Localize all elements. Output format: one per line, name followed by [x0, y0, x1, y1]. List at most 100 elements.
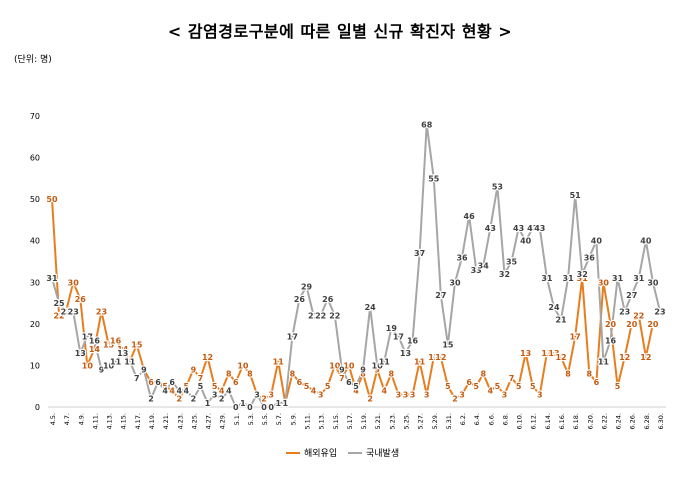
data-label: 4 [184, 386, 190, 395]
y-tick-label: 10 [30, 361, 40, 370]
data-label: 12 [555, 353, 566, 362]
data-label: 17 [287, 332, 298, 341]
data-label: 4 [219, 386, 225, 395]
data-label: 8 [587, 370, 593, 379]
data-label: 15 [131, 341, 143, 350]
x-tick-label: 5.13. [318, 413, 326, 430]
data-label: 4 [176, 386, 182, 395]
x-tick-label: 5.1. [233, 413, 241, 425]
data-label: 0 [268, 403, 274, 412]
data-label: 55 [428, 174, 440, 183]
data-label: 6 [169, 378, 175, 387]
x-tick-label: 6.16. [558, 413, 566, 430]
x-tick-label: 4.29. [219, 413, 227, 430]
data-label: 3 [396, 391, 402, 400]
x-tick-label: 5.21. [374, 413, 382, 430]
data-label: 40 [640, 237, 652, 246]
data-label: 10 [82, 361, 94, 370]
data-label: 40 [520, 237, 532, 246]
data-label: 8 [360, 370, 366, 379]
data-label: 17 [82, 332, 93, 341]
data-label: 3 [424, 391, 430, 400]
x-tick-label: 4.13. [106, 413, 114, 430]
data-label: 11 [110, 357, 122, 366]
data-label: 24 [365, 303, 377, 312]
data-label: 53 [492, 183, 503, 192]
data-label: 12 [435, 353, 446, 362]
x-tick-label: 6.18. [572, 413, 580, 430]
data-label: 12 [640, 353, 651, 362]
data-label: 16 [605, 336, 617, 345]
data-label: 1 [205, 399, 211, 408]
data-label: 23 [96, 307, 107, 316]
y-tick-label: 60 [30, 154, 40, 163]
data-label: 14 [117, 345, 129, 354]
x-tick-label: 6.20. [586, 413, 594, 430]
data-label: 3 [254, 391, 260, 400]
unit-label: (단위: 명) [14, 55, 52, 65]
data-label: 9 [360, 366, 366, 375]
data-label: 43 [534, 224, 545, 233]
data-label: 35 [506, 258, 518, 267]
data-label: 9 [191, 366, 197, 375]
data-label: 20 [605, 320, 617, 329]
x-tick-label: 5.29. [431, 413, 439, 430]
data-label: 10 [343, 361, 355, 370]
data-label: 0 [247, 403, 253, 412]
x-tick-label: 4.27. [205, 413, 213, 430]
data-label: 5 [615, 382, 621, 391]
data-label: 1 [283, 399, 289, 408]
data-label: 11 [414, 357, 426, 366]
data-label: 11 [124, 357, 136, 366]
data-label: 5 [304, 382, 310, 391]
data-label: 5 [198, 382, 204, 391]
data-label: 51 [570, 191, 582, 200]
data-label: 30 [598, 278, 610, 287]
data-label: 4 [226, 386, 232, 395]
data-label: 12 [428, 353, 439, 362]
data-label: 37 [414, 249, 425, 258]
x-tick-label: 6.26. [629, 413, 637, 430]
data-label: 6 [466, 378, 472, 387]
legend-entry: 해외유입 [304, 447, 337, 459]
x-tick-label: 5.17. [346, 413, 354, 430]
data-label: 30 [647, 278, 659, 287]
data-label: 13 [520, 349, 531, 358]
x-tick-label: 6.12. [530, 413, 538, 430]
data-label: 10 [103, 361, 115, 370]
data-label: 17 [570, 332, 581, 341]
data-label: 13 [75, 349, 86, 358]
legend-entry: 국내발생 [366, 448, 399, 459]
data-label: 43 [527, 224, 538, 233]
legend: 해외유입 국내발생 [286, 447, 399, 459]
x-tick-label: 6.28. [643, 413, 651, 430]
x-tick-label: 4.5. [49, 413, 57, 425]
series-line [51, 123, 661, 408]
data-label: 2 [261, 395, 267, 404]
data-label: 31 [612, 274, 624, 283]
data-label: 3 [318, 391, 324, 400]
data-label: 5 [353, 382, 359, 391]
data-label: 24 [548, 303, 560, 312]
data-label: 21 [555, 316, 567, 325]
y-tick-label: 40 [30, 237, 40, 246]
x-tick-label: 4.19. [148, 413, 156, 430]
data-label: 22 [308, 312, 319, 321]
x-tick-label: 5.7. [275, 413, 283, 425]
data-label: 8 [389, 370, 395, 379]
data-label: 16 [407, 336, 419, 345]
data-label: 20 [647, 320, 659, 329]
data-label: 10 [372, 361, 384, 370]
data-label: 3 [459, 391, 465, 400]
data-label: 4 [311, 386, 317, 395]
data-label: 10 [329, 361, 341, 370]
data-label: 33 [471, 266, 482, 275]
x-tick-label: 4.21. [162, 413, 170, 430]
data-label: 26 [322, 295, 334, 304]
x-tick-label: 5.9. [289, 413, 297, 425]
x-tick-label: 5.31. [445, 413, 453, 430]
data-label: 8 [565, 370, 571, 379]
x-tick-label: 4.25. [190, 413, 198, 430]
